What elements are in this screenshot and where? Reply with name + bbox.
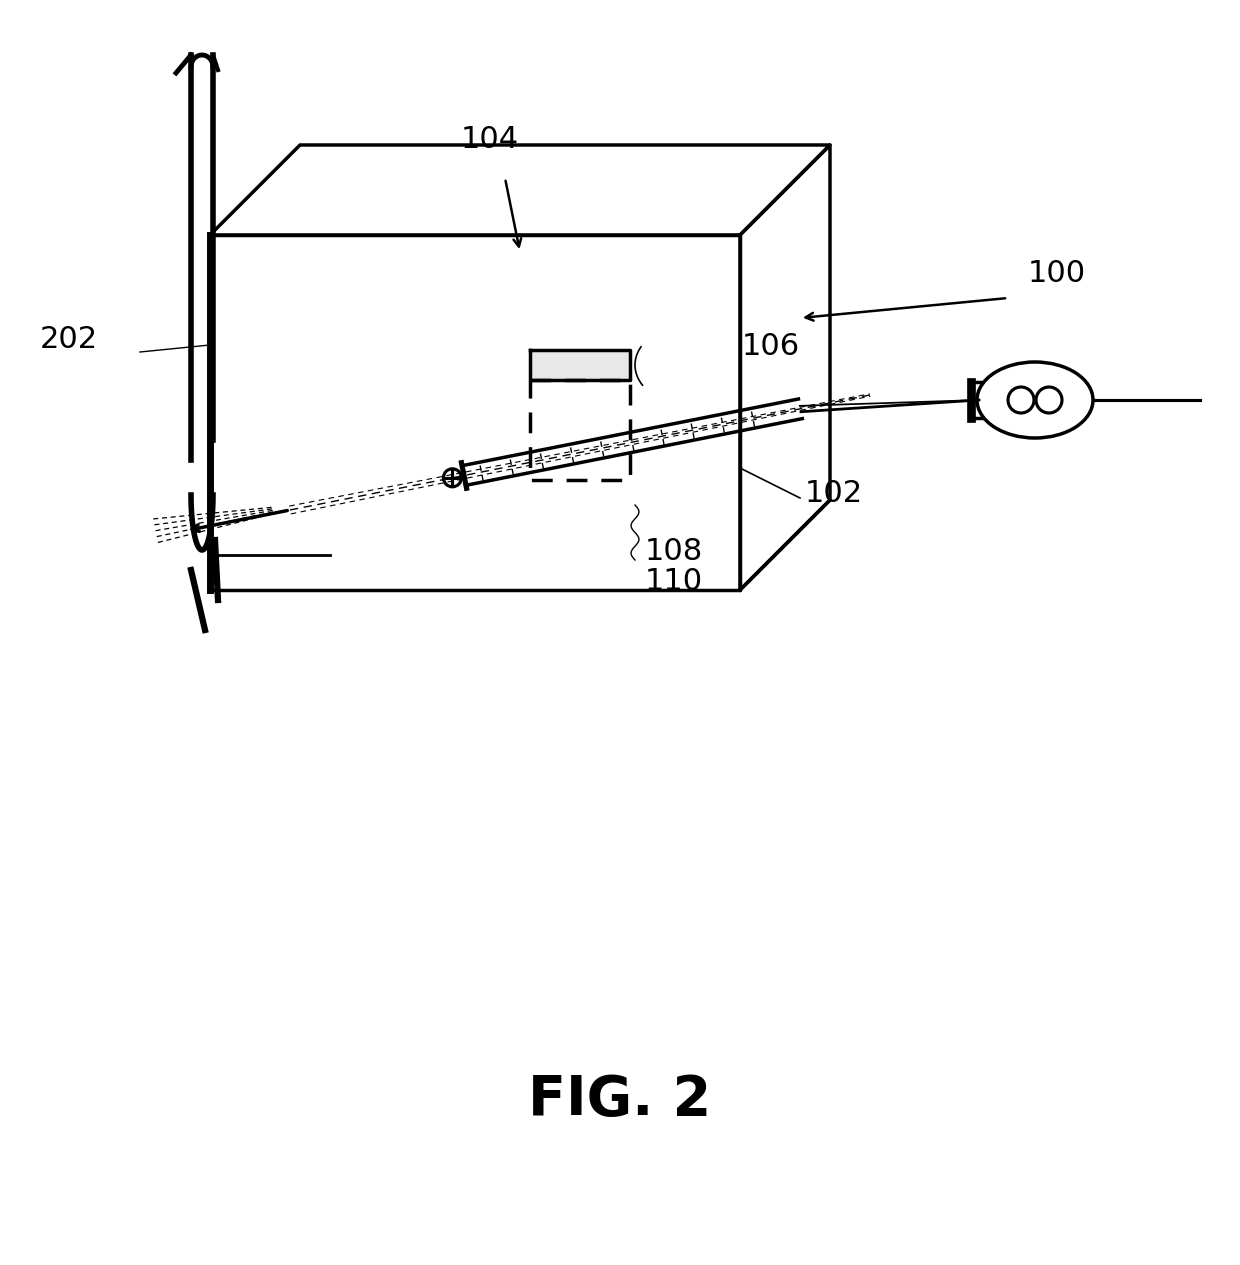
Text: 102: 102 xyxy=(805,479,863,509)
Text: 110: 110 xyxy=(645,567,703,596)
Text: 106: 106 xyxy=(742,331,800,361)
Polygon shape xyxy=(529,350,630,380)
Text: 100: 100 xyxy=(1028,259,1086,288)
Text: 104: 104 xyxy=(461,125,520,154)
Text: FIG. 2: FIG. 2 xyxy=(528,1073,712,1127)
Text: 108: 108 xyxy=(645,538,703,565)
Text: 202: 202 xyxy=(40,325,98,354)
